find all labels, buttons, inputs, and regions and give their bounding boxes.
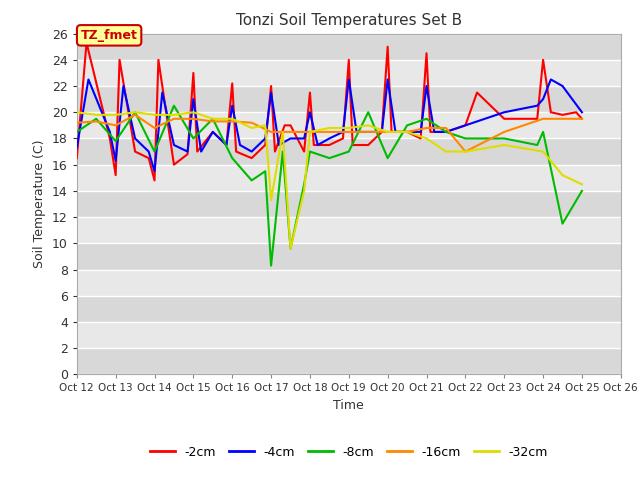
- Bar: [77, 191, 621, 217]
- Bar: [77, 112, 621, 138]
- Bar: [77, 243, 621, 270]
- Bar: [77, 86, 621, 112]
- Title: Tonzi Soil Temperatures Set B: Tonzi Soil Temperatures Set B: [236, 13, 462, 28]
- Bar: [77, 322, 621, 348]
- Y-axis label: Soil Temperature (C): Soil Temperature (C): [33, 140, 46, 268]
- Text: TZ_fmet: TZ_fmet: [81, 29, 138, 42]
- Legend: -2cm, -4cm, -8cm, -16cm, -32cm: -2cm, -4cm, -8cm, -16cm, -32cm: [145, 441, 553, 464]
- Bar: [77, 348, 621, 374]
- Bar: [77, 296, 621, 322]
- X-axis label: Time: Time: [333, 399, 364, 412]
- Bar: [77, 165, 621, 191]
- Bar: [77, 60, 621, 86]
- Bar: [77, 138, 621, 165]
- Bar: [77, 270, 621, 296]
- Bar: [77, 34, 621, 60]
- Bar: [77, 217, 621, 243]
